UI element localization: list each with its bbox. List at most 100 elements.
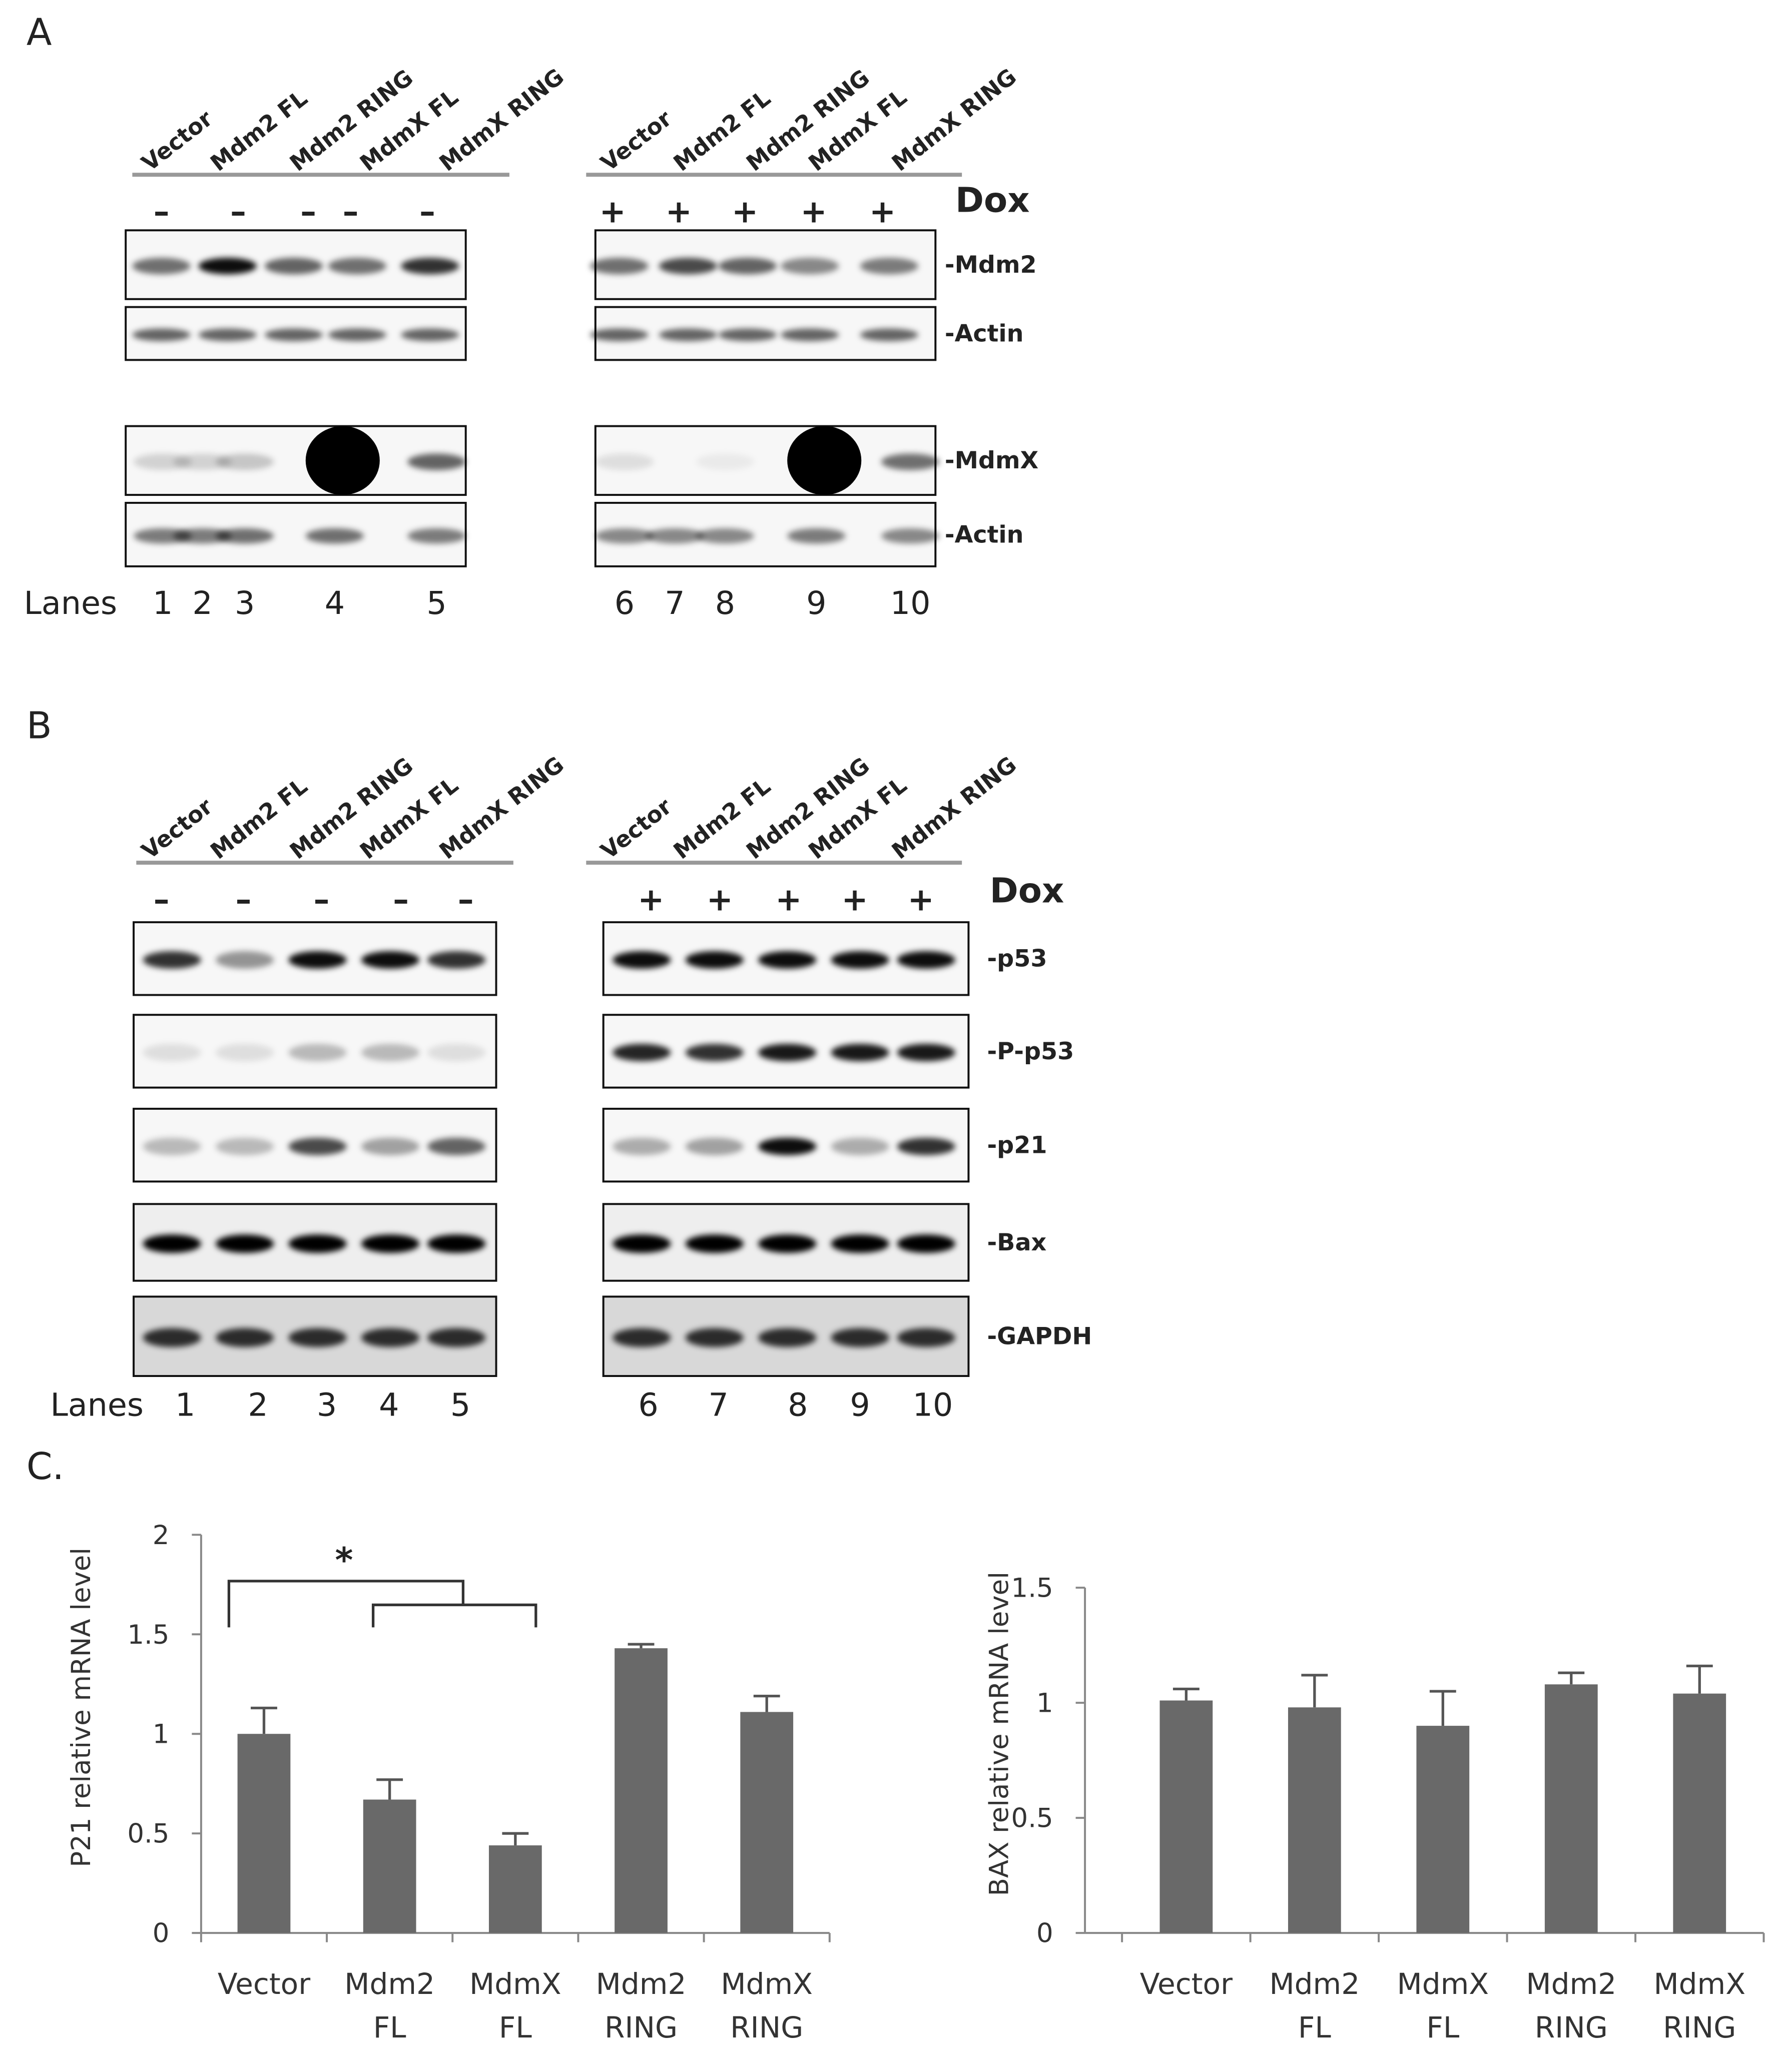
blot-band <box>758 1328 817 1347</box>
x-tick-label: Mdm2 <box>1526 1967 1616 2001</box>
blot-band <box>288 1137 347 1155</box>
blot-band <box>860 258 918 275</box>
dox-sign: – <box>458 881 474 918</box>
blot-band <box>590 258 649 275</box>
blot-band <box>132 328 191 341</box>
x-tick-label: FL <box>373 2010 406 2044</box>
blot-band <box>215 528 274 544</box>
blot-band <box>173 528 232 544</box>
lane-number: 9 <box>806 584 826 621</box>
dox-sign: – <box>236 881 252 918</box>
blot-band <box>685 1234 744 1253</box>
x-tick-label: RING <box>730 2010 803 2044</box>
blot-band <box>264 328 323 341</box>
blot-band <box>361 951 420 969</box>
blot-band <box>685 1328 744 1347</box>
lane-label: MdmX RING <box>434 63 569 176</box>
protein-label: -Actin <box>945 521 1024 548</box>
protein-label: -GAPDH <box>987 1323 1092 1350</box>
blot-band <box>831 1044 889 1062</box>
blot-band <box>787 528 846 544</box>
blot-band <box>328 328 387 341</box>
lane-number: 3 <box>235 584 255 621</box>
blot-band <box>143 1328 201 1347</box>
dox-sign: – <box>343 193 359 230</box>
protein-label: -MdmX <box>945 447 1038 474</box>
blot-band <box>305 426 380 495</box>
blot-band <box>288 1328 347 1347</box>
lane-number: 5 <box>450 1386 470 1423</box>
x-tick-label: Mdm2 <box>1269 1967 1360 2001</box>
lane-number: 10 <box>913 1386 953 1423</box>
x-tick-label: RING <box>1663 2010 1736 2044</box>
blot-band <box>831 1328 889 1347</box>
panel-letter: A <box>27 11 52 54</box>
lane-number: 1 <box>175 1386 195 1423</box>
x-tick-label: FL <box>499 2010 532 2044</box>
blot-band <box>328 258 387 275</box>
lane-label: MdmX RING <box>887 63 1021 176</box>
x-tick-label: RING <box>1535 2010 1608 2044</box>
lane-number: 6 <box>615 584 635 621</box>
panel-letter: B <box>27 705 52 748</box>
blot-band <box>685 1044 744 1062</box>
blot-band <box>361 1328 420 1347</box>
blot-band <box>288 1044 347 1062</box>
blot-band <box>198 258 257 275</box>
dox-label: Dox <box>990 871 1064 911</box>
blot-band <box>613 1044 671 1062</box>
y-tick-label: 0.5 <box>1011 1803 1053 1834</box>
protein-label: -Actin <box>945 320 1024 347</box>
blot-band <box>215 1234 274 1253</box>
blot-band <box>881 453 940 470</box>
blot-band <box>613 951 671 969</box>
x-tick-label: Mdm2 <box>596 1967 687 2001</box>
blot-band <box>787 426 862 495</box>
lane-label: MdmX RING <box>887 751 1021 864</box>
lane-number: 9 <box>850 1386 870 1423</box>
blot-band <box>897 1044 955 1062</box>
blot-band <box>361 1234 420 1253</box>
lane-number: 4 <box>325 584 345 621</box>
bar <box>1288 1707 1341 1933</box>
lane-label: Vector <box>596 793 677 864</box>
bar <box>363 1799 416 1933</box>
y-axis-label: BAX relative mRNA level <box>984 1572 1015 1896</box>
lane-number: 10 <box>890 584 931 621</box>
lane-number: 8 <box>788 1386 808 1423</box>
x-tick-label: RING <box>605 2010 678 2044</box>
x-tick-label: MdmX <box>1397 1967 1489 2001</box>
y-tick-label: 0 <box>1036 1918 1053 1949</box>
protein-label: -p53 <box>987 945 1047 973</box>
lane-number: 2 <box>192 584 212 621</box>
blot-band <box>198 328 257 341</box>
blot-band <box>831 1234 889 1253</box>
blot-band <box>215 1328 274 1347</box>
lane-number: 7 <box>665 584 685 621</box>
x-tick-label: MdmX <box>469 1967 561 2001</box>
blot-band <box>427 1137 486 1155</box>
blot-band <box>132 258 191 275</box>
blot-band <box>897 1137 955 1155</box>
x-tick-label: MdmX <box>1653 1967 1745 2001</box>
dox-sign: – <box>300 193 316 230</box>
blot-band <box>659 328 718 341</box>
blot-band <box>595 453 654 470</box>
blot-band <box>407 528 466 544</box>
lane-number: 1 <box>153 584 173 621</box>
blot-band <box>407 453 466 470</box>
dox-sign: + <box>775 881 802 918</box>
lane-label: Mdm2 RING <box>285 64 418 176</box>
significance: * <box>335 1540 353 1580</box>
blot-band <box>758 1234 817 1253</box>
x-tick-label: Mdm2 <box>344 1967 435 2001</box>
dox-sign: + <box>801 193 827 230</box>
dox-sign: + <box>732 193 758 230</box>
lane-number: 7 <box>709 1386 729 1423</box>
bar <box>1159 1700 1213 1933</box>
blot-band <box>659 258 718 275</box>
y-tick-label: 0.5 <box>127 1819 169 1849</box>
dox-sign: – <box>154 881 170 918</box>
blot-band <box>361 1044 420 1062</box>
